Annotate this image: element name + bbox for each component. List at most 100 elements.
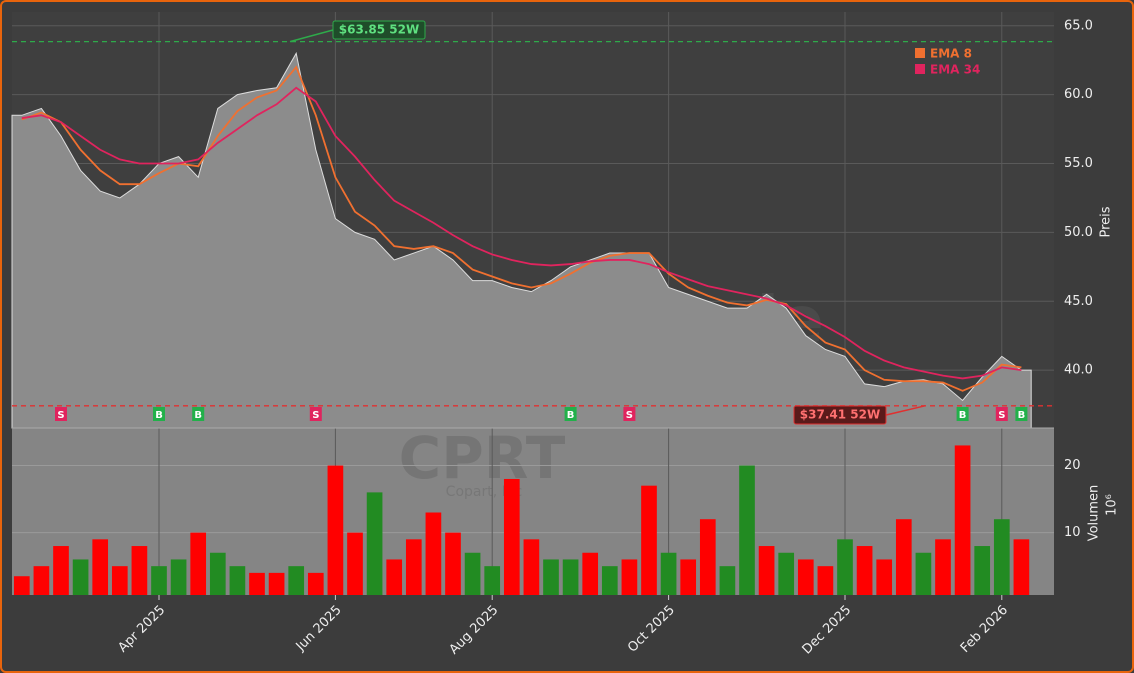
y-axis-unit: 10⁶ <box>1105 494 1120 516</box>
volume-bar <box>856 546 873 595</box>
signal-label: S <box>57 410 64 421</box>
volume-bar <box>876 559 893 595</box>
watermark-company: Copart, Inc <box>446 484 523 500</box>
volume-bar <box>660 552 677 595</box>
level-label: $63.85 52W <box>339 23 419 37</box>
volume-bar <box>445 532 461 595</box>
volume-bar <box>935 539 951 595</box>
volume-bar <box>915 552 932 595</box>
ema-line <box>21 65 1022 392</box>
volume-bar <box>170 559 187 595</box>
volume-bar <box>895 519 912 595</box>
signal-label: B <box>194 410 202 421</box>
legend-label: EMA 34 <box>930 63 980 77</box>
volume-bar <box>464 552 481 595</box>
volume-bar <box>797 559 814 595</box>
volume-bar <box>53 546 69 595</box>
signal-badge <box>623 407 636 421</box>
volume-bar <box>562 559 579 595</box>
volume-bar <box>758 546 775 595</box>
volume-bar <box>268 572 285 595</box>
signal-label: S <box>312 410 319 421</box>
signal-label: B <box>567 410 575 421</box>
volume-bar <box>347 532 363 595</box>
signal-badge <box>55 407 67 421</box>
signal-label: S <box>626 410 633 421</box>
level-label: $37.41 52W <box>800 408 880 422</box>
volume-bar <box>523 539 540 595</box>
signal-badge <box>995 407 1008 421</box>
volume-bar <box>288 566 305 595</box>
volume-bar <box>621 559 638 595</box>
y-tick-label: 65.0 <box>1064 18 1093 33</box>
volume-bar <box>327 465 344 595</box>
volume-bar <box>13 576 30 595</box>
volume-bar <box>817 566 834 595</box>
x-tick-label: Apr 2025 <box>115 603 168 656</box>
y-tick-label: 60.0 <box>1064 87 1093 102</box>
volume-bar <box>993 519 1010 595</box>
volume-bar <box>699 519 716 595</box>
volume-bar <box>366 492 383 595</box>
volume-bar <box>601 566 618 595</box>
legend-label: EMA 8 <box>930 47 972 61</box>
signal-label: B <box>1018 410 1026 421</box>
level-arrow <box>289 29 334 43</box>
legend-swatch <box>915 48 925 58</box>
y-tick-label: 40.0 <box>1064 363 1093 378</box>
volume-bar <box>484 566 501 595</box>
volume-bar <box>954 445 971 595</box>
legend-swatch <box>915 64 925 74</box>
volume-bar <box>641 485 657 595</box>
signal-badge <box>192 407 205 421</box>
volume-bar <box>249 572 265 595</box>
volume-bar <box>739 465 755 595</box>
volume-bar <box>307 572 324 595</box>
volume-bar <box>151 566 167 595</box>
watermark-ticker: CPRT <box>399 424 566 492</box>
volume-bar <box>837 539 853 595</box>
y-tick-label: 45.0 <box>1064 294 1093 309</box>
y-tick-label: 55.0 <box>1064 156 1093 171</box>
signal-label: B <box>959 410 967 421</box>
signal-badge <box>956 407 969 421</box>
signal-badge <box>309 407 322 421</box>
volume-bar <box>111 566 128 595</box>
volume-bar <box>190 532 207 595</box>
volume-bar <box>131 546 148 595</box>
volume-bar <box>229 566 246 595</box>
y-tick-label: 10 <box>1064 525 1081 540</box>
volume-bar <box>680 559 697 595</box>
volume-bar <box>974 546 991 595</box>
volume-bar <box>425 512 442 595</box>
y-tick-label: 50.0 <box>1064 225 1093 240</box>
volume-bar <box>209 552 226 595</box>
signal-badge <box>1015 407 1028 421</box>
x-tick-label: Aug 2025 <box>447 603 502 658</box>
volume-bar <box>719 566 736 595</box>
level-arrow <box>885 405 926 416</box>
volume-bar <box>92 539 109 595</box>
volume-bar <box>33 566 50 595</box>
volume-bar <box>503 478 520 595</box>
volume-bar <box>1013 539 1030 595</box>
x-tick-label: Jun 2025 <box>293 603 345 655</box>
y-axis-label: Volumen <box>1087 485 1102 542</box>
volume-bar <box>405 539 422 595</box>
volume-bar <box>386 559 403 595</box>
y-tick-label: 20 <box>1064 458 1081 473</box>
y-axis-label: Preis <box>1099 206 1114 237</box>
signal-badge <box>564 407 577 421</box>
signal-badge <box>153 407 165 421</box>
volume-bar <box>778 552 795 595</box>
x-tick-label: Oct 2025 <box>625 603 678 656</box>
x-tick-label: Feb 2026 <box>958 603 1011 656</box>
signal-label: S <box>998 410 1005 421</box>
signal-label: B <box>155 410 163 421</box>
volume-bar <box>582 552 599 595</box>
volume-bar <box>72 559 89 595</box>
x-tick-label: Dec 2025 <box>800 603 855 658</box>
volume-bar <box>543 559 559 595</box>
